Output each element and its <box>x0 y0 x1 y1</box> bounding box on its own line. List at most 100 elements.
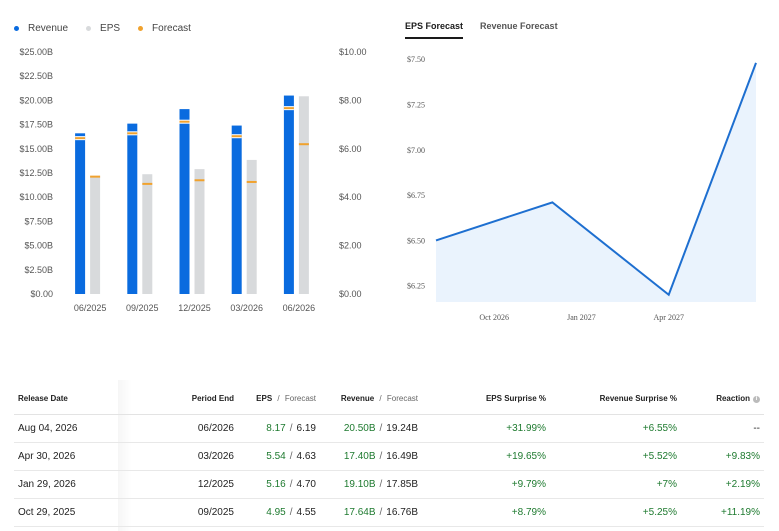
forecast-dot-icon <box>138 25 144 31</box>
revenue-actual: 17.40B <box>343 451 376 462</box>
revenue-eps-bar-chart: $0.00 $2.50B $5.00B $7.50B $10.00B $12.50B $15… <box>19 47 367 313</box>
left-axis-tick-label: $10.00B <box>19 192 53 202</box>
header-revenue-label: Revenue <box>340 394 375 403</box>
x-axis-tick-label: 06/2026 <box>283 303 316 313</box>
period-end-cell: 09/2025 <box>197 507 234 518</box>
legend-label: Revenue <box>28 22 69 34</box>
eps-forecast-area <box>436 62 756 302</box>
eps-actual: 5.54 <box>266 451 286 462</box>
revenue-surprise-cell: +7% <box>656 479 677 490</box>
right-axis-tick-label: $2.00 <box>339 241 362 251</box>
table-header: Release Date Period End EPS / Forecast R… <box>14 383 764 415</box>
x-axis-tick-label: Oct 2026 <box>479 313 509 322</box>
slash-separator: / <box>289 479 293 490</box>
header-reaction[interactable]: Reaction i <box>677 394 762 403</box>
header-reaction-label: Reaction <box>716 394 750 403</box>
eps-bar <box>194 169 205 294</box>
right-axis-tick-label: $6.00 <box>339 144 362 154</box>
y-axis-tick-label: $7.50 <box>407 55 425 64</box>
revenue-bar <box>179 109 190 294</box>
slash-separator: / <box>379 451 383 462</box>
legend-item-revenue[interactable]: Revenue <box>14 23 68 34</box>
legend-item-eps[interactable]: EPS <box>86 23 120 34</box>
eps-cell: 5.54/4.63 <box>234 451 316 462</box>
y-axis-tick-label: $7.00 <box>407 146 425 155</box>
revenue-forecast-marker <box>283 107 294 110</box>
revenue-actual: 20.50B <box>343 423 376 434</box>
header-eps[interactable]: EPS / Forecast <box>234 394 316 403</box>
table-body: Aug 04, 2026 06/2026 8.17/6.19 20.50B/19.24… <box>14 415 764 527</box>
eps-bar <box>246 159 257 294</box>
eps-surprise-cell: +9.79% <box>511 479 546 490</box>
eps-forecast: 4.55 <box>296 507 316 518</box>
table-row[interactable]: Jan 29, 2026 12/2025 5.16/4.70 19.10B/17.85… <box>14 471 764 499</box>
table-row[interactable]: Aug 04, 2026 06/2026 8.17/6.19 20.50B/19.24… <box>14 415 764 443</box>
eps-forecast-marker <box>194 179 205 182</box>
eps-forecast-marker <box>298 143 309 146</box>
release-date-cell: Jan 29, 2026 <box>18 479 76 490</box>
x-axis-tick-label: 12/2025 <box>178 303 211 313</box>
eps-forecast: 4.63 <box>296 451 316 462</box>
eps-actual: 4.95 <box>266 507 286 518</box>
eps-actual: 5.16 <box>266 479 286 490</box>
header-revenue-surprise[interactable]: Revenue Surprise % <box>599 394 677 403</box>
eps-forecast-line-chart: $6.25 $6.50 $6.75 $7.00 $7.25 $7.50 Oct 2026 Ja… <box>407 52 757 322</box>
revenue-cell: 20.50B/19.24B <box>316 423 418 434</box>
eps-cell: 4.95/4.55 <box>234 507 316 518</box>
right-axis-tick-label: $8.00 <box>339 95 362 105</box>
eps-dot-icon <box>86 25 92 31</box>
header-release-date[interactable]: Release Date <box>18 394 68 403</box>
eps-cell: 5.16/4.70 <box>234 479 316 490</box>
table-row[interactable]: Oct 29, 2025 09/2025 4.95/4.55 17.64B/16.76… <box>14 499 764 527</box>
left-axis-tick-label: $12.50B <box>19 168 53 178</box>
revenue-forecast-marker <box>127 132 138 135</box>
eps-surprise-cell: +31.99% <box>506 423 546 434</box>
legend-item-forecast[interactable]: Forecast <box>138 23 191 34</box>
eps-forecast-line <box>435 62 757 297</box>
left-axis-tick-label: $2.50B <box>24 265 53 275</box>
revenue-actual: 17.64B <box>343 507 376 518</box>
slash-separator: / <box>289 507 293 518</box>
y-axis-tick-label: $7.25 <box>407 101 425 110</box>
header-eps-forecast-label: Forecast <box>284 394 316 403</box>
tab-eps-forecast[interactable]: EPS Forecast <box>405 18 464 39</box>
table-row[interactable]: Apr 30, 2026 03/2026 5.54/4.63 17.40B/16.49… <box>14 443 764 471</box>
period-end-cell: 12/2025 <box>197 479 234 490</box>
header-period-end[interactable]: Period End <box>191 394 234 403</box>
chart-legend: Revenue EPS Forecast <box>14 21 209 35</box>
revenue-forecast: 16.49B <box>386 451 418 462</box>
left-axis-tick-label: $5.00B <box>24 241 53 251</box>
reaction-cell: +9.83% <box>725 451 760 462</box>
revenue-forecast-marker <box>179 120 190 123</box>
period-end-cell: 06/2026 <box>197 423 234 434</box>
left-axis-tick-label: $22.50B <box>19 71 53 81</box>
slash-separator: / <box>379 479 383 490</box>
left-axis-tick-label: $7.50B <box>24 216 53 226</box>
reaction-cell: -- <box>753 423 760 434</box>
x-axis-tick-label: Apr 2027 <box>654 313 684 322</box>
revenue-bar <box>127 123 138 295</box>
eps-actual: 8.17 <box>266 423 286 434</box>
eps-surprise-cell: +19.65% <box>506 451 546 462</box>
revenue-cell: 19.10B/17.85B <box>316 479 418 490</box>
left-axis-tick-label: $17.50B <box>19 120 53 130</box>
tab-revenue-forecast[interactable]: Revenue Forecast <box>480 21 558 31</box>
reaction-cell: +2.19% <box>725 479 760 490</box>
x-axis-tick-label: 03/2026 <box>230 303 263 313</box>
header-eps-surprise[interactable]: EPS Surprise % <box>485 394 546 403</box>
left-axis-tick-label: $15.00B <box>19 144 53 154</box>
left-axis-tick-label: $0.00 <box>30 289 53 299</box>
eps-forecast: 6.19 <box>296 423 316 434</box>
earnings-table: Release Date Period End EPS / Forecast R… <box>14 383 764 527</box>
header-eps-label: EPS <box>256 394 273 403</box>
right-axis-tick-label: $0.00 <box>339 289 362 299</box>
header-revenue[interactable]: Revenue / Forecast <box>316 394 418 403</box>
slash-separator: / <box>379 423 383 434</box>
revenue-forecast: 16.76B <box>386 507 418 518</box>
revenue-surprise-cell: +6.55% <box>642 423 677 434</box>
right-axis-tick-label: $4.00 <box>339 192 362 202</box>
info-icon[interactable]: i <box>753 396 760 403</box>
legend-label: EPS <box>100 22 121 34</box>
eps-cell: 8.17/6.19 <box>234 423 316 434</box>
right-axis-tick-label: $10.00 <box>339 47 367 57</box>
